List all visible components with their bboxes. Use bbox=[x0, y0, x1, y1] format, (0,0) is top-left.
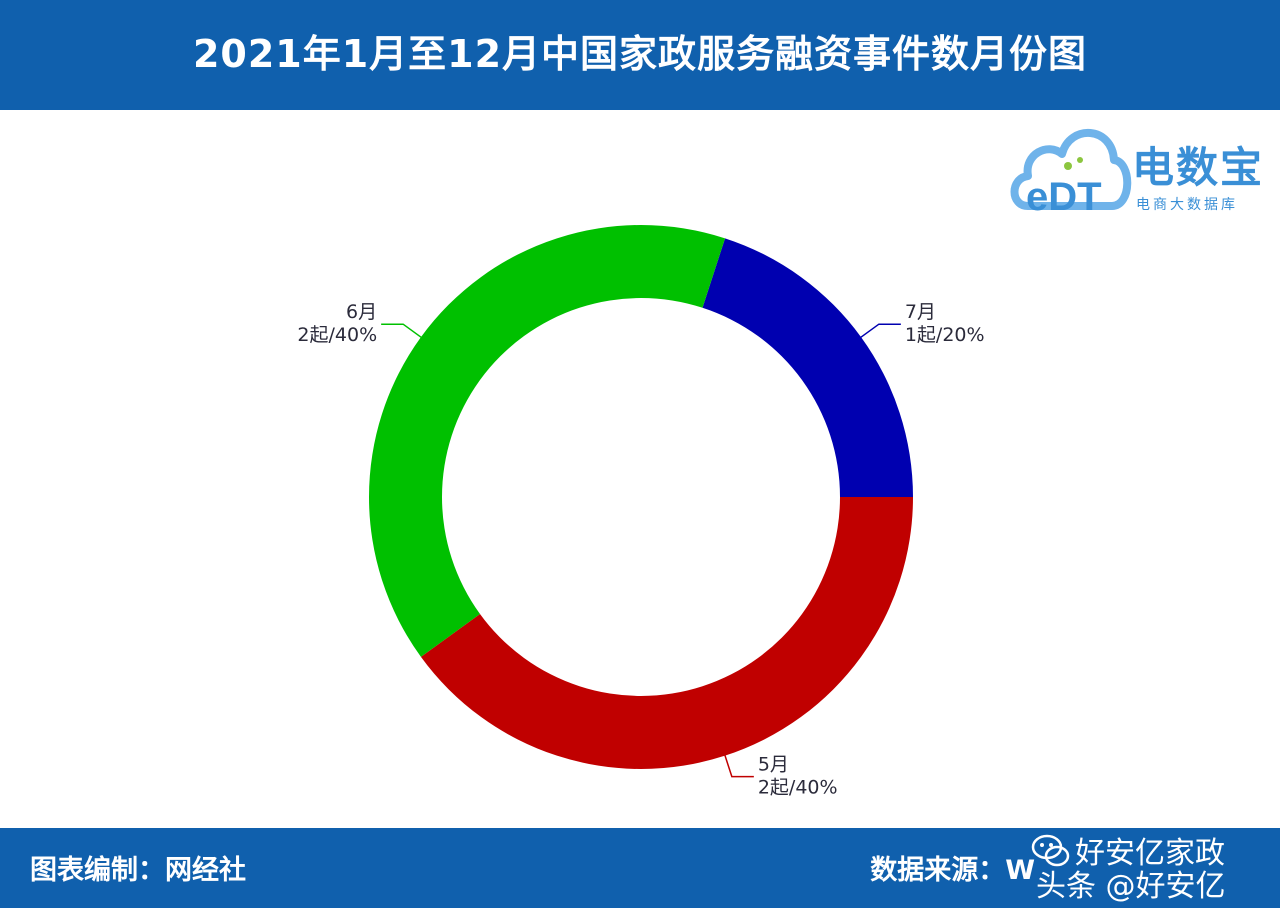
watermark-name: 好安亿家政 bbox=[1075, 836, 1225, 871]
wechat-icon bbox=[1031, 834, 1070, 867]
chart-credit: 图表编制：网经社 bbox=[30, 855, 246, 886]
slice-label-month-1: 7月 bbox=[905, 301, 936, 323]
data-source: 数据来源：W bbox=[870, 848, 1035, 887]
logo-name: 电数宝 bbox=[1132, 143, 1265, 192]
slice-label-month-3: 6月 bbox=[346, 301, 377, 323]
slice-3 bbox=[369, 225, 726, 657]
logo-mark: eDT bbox=[1026, 175, 1102, 218]
slice-label-value-2: 2起/40% bbox=[758, 777, 838, 799]
source-label: 数据来源： bbox=[870, 855, 1006, 886]
slice-1 bbox=[702, 238, 913, 497]
watermark-handle: 头条 @好安亿 bbox=[1036, 869, 1226, 904]
leader-line-2 bbox=[723, 753, 754, 778]
logo: eDT 电数宝 电商大数据库 bbox=[1008, 118, 1270, 218]
logo-subtitle: 电商大数据库 bbox=[1136, 197, 1238, 213]
slice-label-value-1: 1起/20% bbox=[905, 324, 985, 346]
slice-label-month-2: 5月 bbox=[758, 754, 789, 776]
footer-bar: 图表编制：网经社 数据来源：W 好安亿家政 头条 @好安亿 bbox=[0, 828, 1280, 908]
slice-2 bbox=[420, 497, 913, 769]
header-bar: 2021年1月至12月中国家政服务融资事件数月份图 bbox=[0, 0, 1280, 110]
leader-line-1 bbox=[858, 323, 901, 339]
slice-label-value-3: 2起/40% bbox=[297, 324, 377, 346]
source-value: W bbox=[1005, 855, 1035, 886]
leader-line-3 bbox=[381, 323, 424, 339]
chart-title: 2021年1月至12月中国家政服务融资事件数月份图 bbox=[192, 31, 1088, 76]
cloud-icon: eDT bbox=[1010, 128, 1132, 218]
